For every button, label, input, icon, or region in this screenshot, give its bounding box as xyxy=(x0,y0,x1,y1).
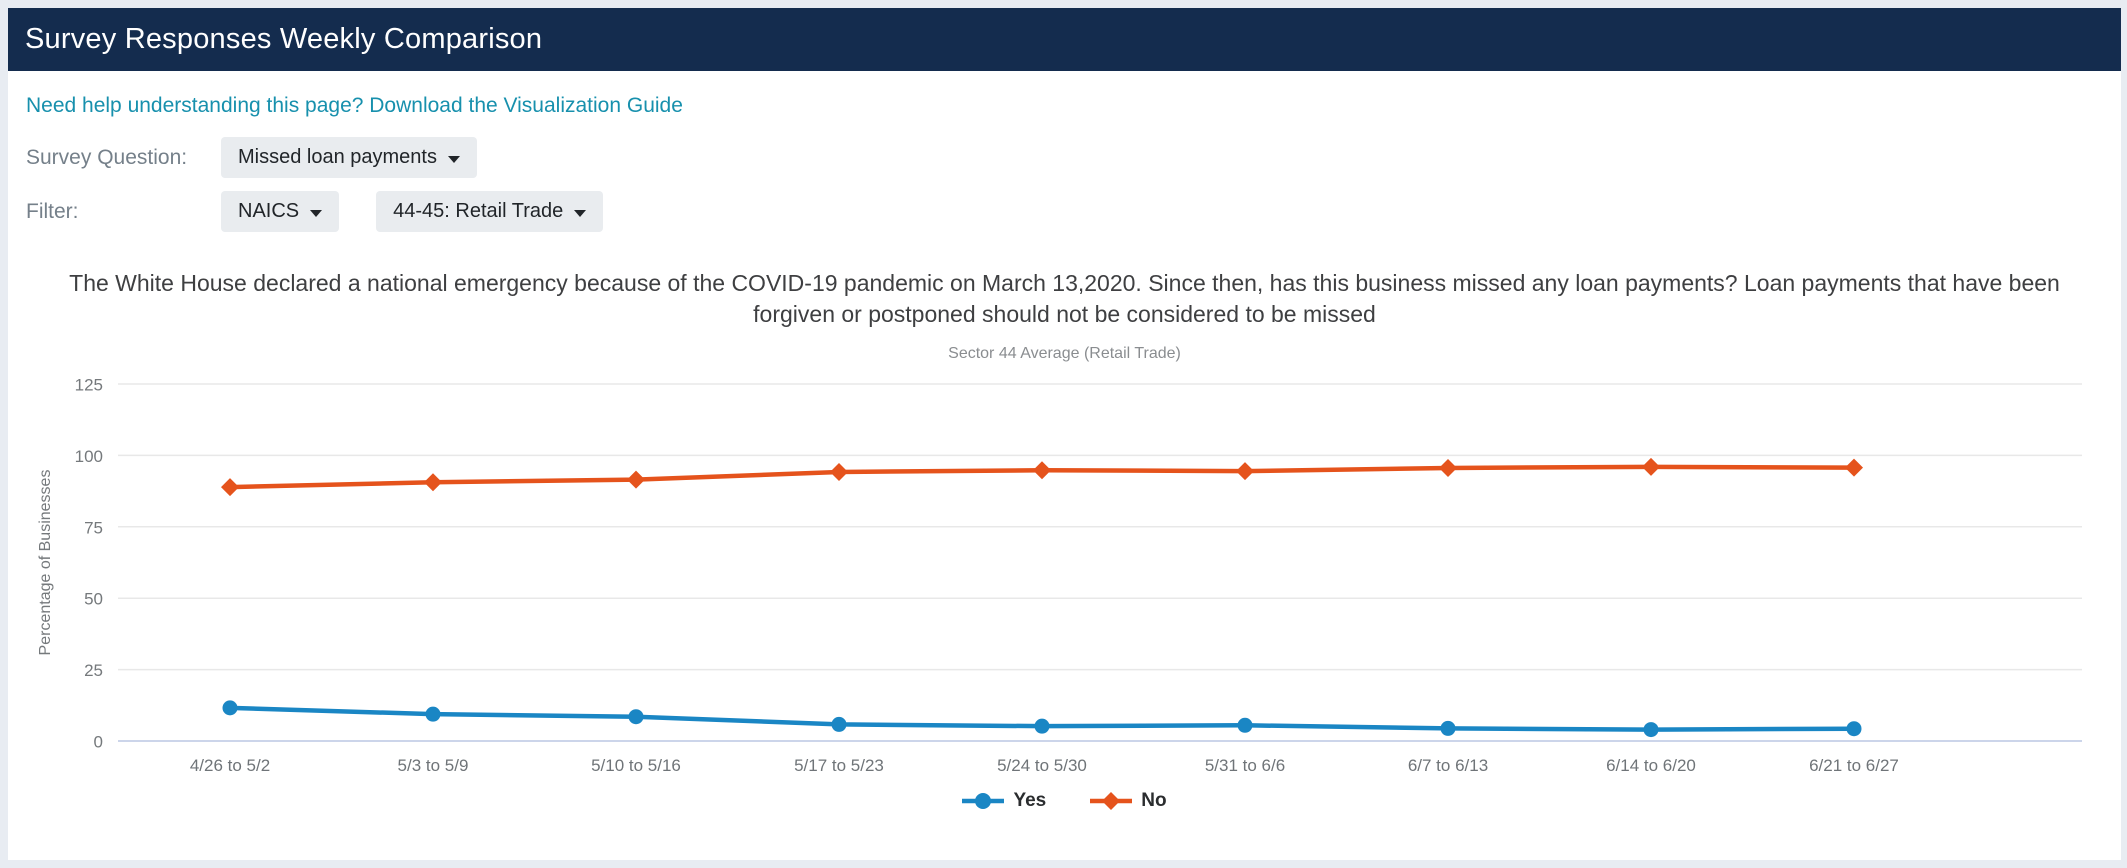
data-point-circle-icon xyxy=(628,709,644,725)
caret-down-icon xyxy=(310,209,323,217)
data-point-circle-icon xyxy=(1846,721,1862,737)
data-point-circle-icon xyxy=(1440,720,1456,736)
x-tick-label: 5/10 to 5/16 xyxy=(591,756,681,775)
x-tick-label: 5/17 to 5/23 xyxy=(794,756,884,775)
y-tick-label: 50 xyxy=(84,590,103,609)
legend-diamond-marker-icon xyxy=(1090,792,1133,810)
y-tick-label: 100 xyxy=(75,447,103,466)
legend-label: Yes xyxy=(1013,790,1047,811)
data-point-circle-icon xyxy=(222,700,238,716)
filter-label: Filter: xyxy=(26,199,79,223)
data-point-diamond-icon xyxy=(830,462,848,481)
data-point-circle-icon xyxy=(425,706,441,722)
data-point-circle-icon xyxy=(1237,717,1253,733)
y-tick-label: 25 xyxy=(84,661,103,680)
x-tick-label: 6/7 to 6/13 xyxy=(1408,756,1488,775)
x-tick-label: 5/24 to 5/30 xyxy=(997,756,1087,775)
data-point-circle-icon xyxy=(1643,722,1659,738)
data-point-diamond-icon xyxy=(627,470,645,489)
x-tick-label: 5/3 to 5/9 xyxy=(398,756,469,775)
caret-down-icon xyxy=(574,209,587,217)
data-point-diamond-icon xyxy=(1642,457,1660,476)
page-card: Survey Responses Weekly Comparison Need … xyxy=(8,8,2121,860)
y-tick-label: 75 xyxy=(84,518,103,537)
filter-value-dropdown-value: 44-45: Retail Trade xyxy=(393,200,564,222)
line-chart: 0 25 50 75 100 125 Percentage of Businesses 4/2… xyxy=(37,376,2082,775)
y-axis-title: Percentage of Businesses xyxy=(37,470,54,656)
data-point-diamond-icon xyxy=(1236,462,1254,481)
chart-subtitle: Sector 44 Average (Retail Trade) xyxy=(948,345,1181,362)
chart-title: The White House declared a national emer… xyxy=(69,270,2060,327)
data-point-diamond-icon xyxy=(1845,458,1863,477)
data-point-circle-icon xyxy=(831,716,847,732)
data-point-diamond-icon xyxy=(221,478,239,497)
survey-question-dropdown-value: Missed loan payments xyxy=(238,146,437,168)
legend-label: No xyxy=(1141,790,1167,811)
data-point-diamond-icon xyxy=(1033,461,1051,480)
x-tick-label: 4/26 to 5/2 xyxy=(190,756,270,775)
data-point-diamond-icon xyxy=(1439,458,1457,477)
data-point-circle-icon xyxy=(1034,718,1050,734)
filter-row: Filter: NAICS 44-45: Retail Trade xyxy=(26,191,2121,232)
survey-question-dropdown[interactable]: Missed loan payments xyxy=(221,137,477,178)
gridlines xyxy=(118,383,2082,742)
data-point-diamond-icon xyxy=(424,473,442,492)
page-header: Survey Responses Weekly Comparison xyxy=(8,8,2121,71)
legend-item-no[interactable]: No xyxy=(1090,790,1167,812)
visualization-guide-link[interactable]: Need help understanding this page? Downl… xyxy=(26,94,683,117)
filter-type-dropdown[interactable]: NAICS xyxy=(221,191,340,232)
filter-type-dropdown-value: NAICS xyxy=(238,200,300,222)
page-title: Survey Responses Weekly Comparison xyxy=(25,23,543,55)
x-tick-label: 6/21 to 6/27 xyxy=(1809,756,1899,775)
legend-circle-marker-icon xyxy=(962,793,1005,809)
survey-question-row: Survey Question: Missed loan payments xyxy=(26,137,2121,178)
y-axis-labels: 0 25 50 75 100 125 xyxy=(75,376,103,752)
y-tick-label: 125 xyxy=(75,376,103,395)
series-no xyxy=(221,457,1863,497)
chart-area: 0 25 50 75 100 125 Percentage of Businesses 4/2… xyxy=(8,369,2121,786)
caret-down-icon xyxy=(447,155,460,163)
chart-legend: Yes No xyxy=(8,790,2121,812)
survey-question-label: Survey Question: xyxy=(26,145,188,169)
filter-value-dropdown[interactable]: 44-45: Retail Trade xyxy=(376,191,604,232)
x-tick-label: 5/31 to 6/6 xyxy=(1205,756,1285,775)
series-yes xyxy=(222,700,1862,738)
y-tick-label: 0 xyxy=(94,733,103,752)
x-tick-label: 6/14 to 6/20 xyxy=(1606,756,1696,775)
x-axis-labels: 4/26 to 5/2 5/3 to 5/9 5/10 to 5/16 5/17 to… xyxy=(190,756,1899,775)
legend-item-yes[interactable]: Yes xyxy=(962,790,1046,812)
